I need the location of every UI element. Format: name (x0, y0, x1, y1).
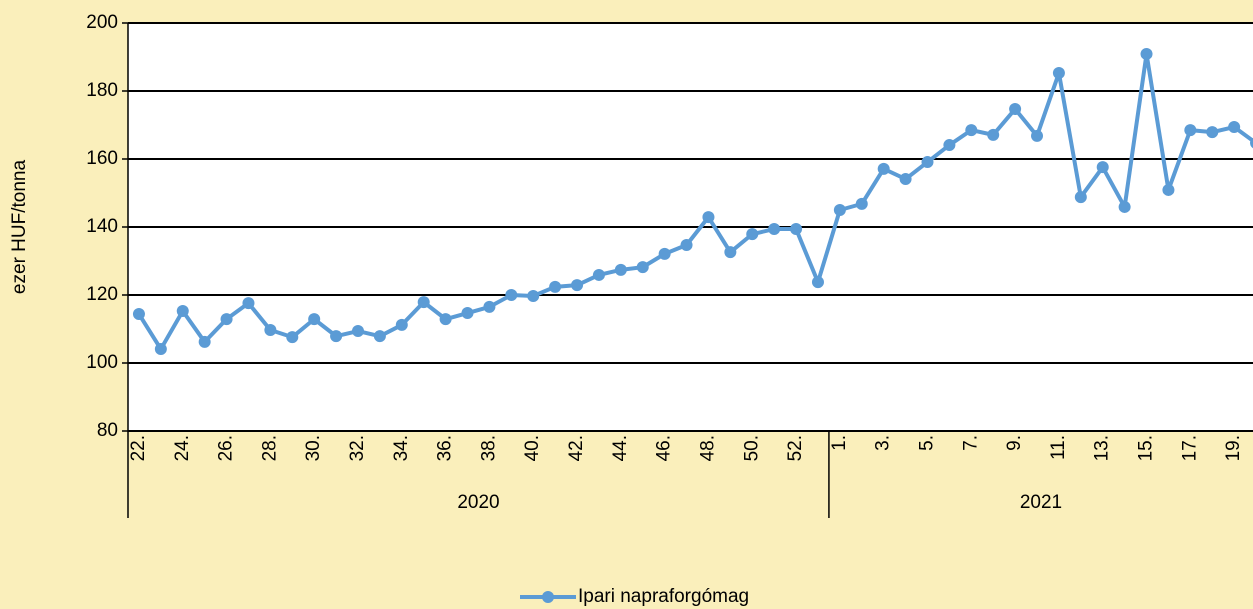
x-tick-label: 30. (303, 435, 324, 461)
data-point (1228, 121, 1241, 134)
data-point (1118, 200, 1131, 213)
data-point (592, 268, 605, 281)
x-tick-label: 42. (566, 435, 587, 461)
x-tick-label: 7. (960, 435, 981, 451)
x-tick-label: 40. (522, 435, 543, 461)
data-point (132, 308, 145, 321)
x-tick-label: 44. (610, 435, 631, 461)
data-point (768, 223, 781, 236)
data-point (1096, 161, 1109, 174)
y-tick-label: 200 (86, 12, 118, 33)
x-tick-label: 9. (1004, 435, 1025, 451)
data-point (965, 124, 978, 137)
data-point (330, 330, 343, 343)
data-point (1052, 66, 1065, 79)
y-tick-label: 120 (86, 284, 118, 305)
data-point (855, 197, 868, 210)
x-tick-label: 52. (785, 435, 806, 461)
x-tick-label: 17. (1179, 435, 1200, 461)
x-tick-label: 50. (741, 435, 762, 461)
data-point (790, 223, 803, 236)
data-point (505, 289, 518, 301)
data-point (1140, 47, 1153, 60)
data-point (1009, 103, 1022, 116)
x-tick-label: 36. (435, 435, 456, 461)
x-tick-label: 26. (216, 435, 237, 461)
data-point (351, 325, 364, 338)
data-point (439, 313, 452, 326)
x-tick-label: 24. (172, 435, 193, 461)
x-tick-label: 1. (829, 435, 850, 451)
x-tick-label: 13. (1092, 435, 1113, 461)
data-point (811, 276, 824, 289)
data-point (943, 139, 956, 152)
data-point (154, 343, 167, 356)
data-point (877, 162, 890, 175)
x-tick-label: 32. (347, 435, 368, 461)
y-tick-label: 180 (86, 80, 118, 101)
legend-label: Ipari napraforgómag (578, 586, 749, 607)
data-point (417, 296, 430, 309)
group-label: 2020 (457, 492, 499, 513)
data-point (483, 300, 496, 313)
data-point (395, 318, 408, 331)
x-tick-label: 28. (259, 435, 280, 461)
data-point (658, 247, 671, 260)
data-point (198, 335, 211, 348)
data-point (1206, 126, 1219, 139)
data-point (746, 228, 759, 241)
data-point (242, 297, 255, 310)
data-point (833, 204, 846, 216)
data-point (264, 324, 277, 337)
data-point (1031, 129, 1044, 142)
x-tick-label: 5. (917, 435, 938, 451)
y-tick-label: 80 (97, 420, 118, 441)
data-point (1074, 191, 1087, 204)
data-point (571, 279, 584, 292)
y-axis-label: ezer HUF/tonna (9, 160, 30, 295)
data-point (636, 261, 649, 274)
y-tick-label: 140 (86, 216, 118, 237)
data-point (1162, 183, 1175, 196)
x-tick-label: 15. (1136, 435, 1157, 461)
data-point (373, 330, 386, 343)
x-tick-label: 38. (478, 435, 499, 461)
y-tick-label: 100 (86, 352, 118, 373)
x-tick-label: 34. (391, 435, 412, 461)
y-tick-label: 160 (86, 148, 118, 169)
x-tick-label: 46. (654, 435, 675, 461)
legend-marker (542, 591, 554, 603)
data-point (702, 211, 715, 224)
data-point (220, 313, 233, 326)
x-tick-label: 19. (1223, 435, 1244, 461)
data-point (176, 304, 189, 317)
x-tick-label: 11. (1048, 435, 1069, 460)
data-point (614, 263, 627, 276)
group-label: 2021 (1020, 492, 1062, 513)
data-point (549, 280, 562, 293)
data-point (724, 246, 737, 259)
x-tick-label: 22. (128, 435, 149, 461)
series-line (137, 51, 1253, 352)
data-point (308, 313, 321, 326)
data-point (527, 290, 540, 303)
data-point (286, 331, 299, 344)
data-point (921, 156, 934, 169)
data-point (1250, 137, 1253, 149)
x-tick-label: 3. (873, 435, 894, 451)
data-point (987, 128, 1000, 141)
x-tick-label: 48. (697, 435, 718, 461)
data-point (680, 239, 693, 252)
data-point (1184, 124, 1197, 137)
data-point (899, 173, 912, 186)
data-point (461, 307, 474, 320)
